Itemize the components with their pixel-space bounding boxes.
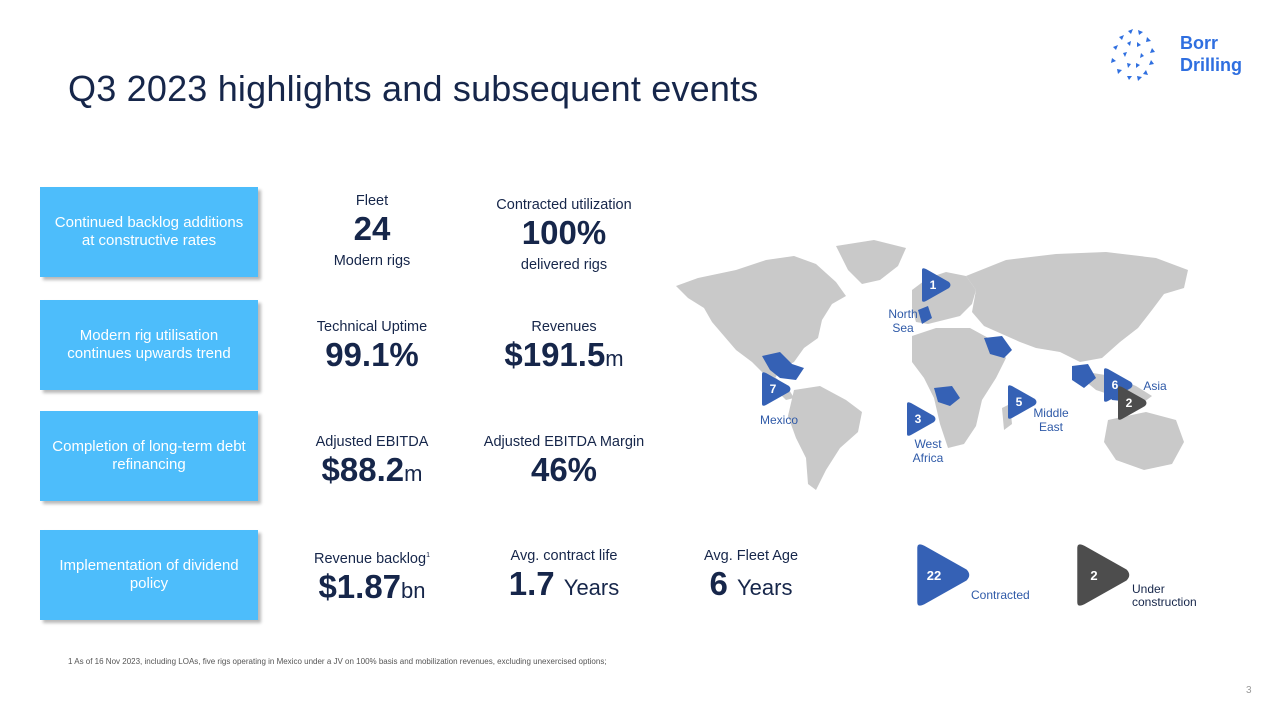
marker-asia-under-construction bbox=[1118, 386, 1147, 420]
highlight-refinancing: Completion of long-term debt refinancing bbox=[40, 411, 258, 501]
metric-ebitda-margin: Adjusted EBITDA Margin 46% bbox=[483, 434, 645, 488]
metric-uptime: Technical Uptime 99.1% bbox=[316, 319, 428, 373]
metric-backlog: Revenue backlog1 $1.87bn bbox=[314, 550, 430, 605]
marker-west-africa bbox=[907, 402, 936, 436]
page-number: 3 bbox=[1246, 685, 1252, 696]
metric-revenues: Revenues $191.5m bbox=[504, 319, 624, 373]
highlight-utilisation: Modern rig utilisation continues upwards… bbox=[40, 300, 258, 390]
legend-under-construction-label: Under construction bbox=[1132, 582, 1197, 609]
marker-north-sea bbox=[922, 268, 951, 302]
legend-contracted-marker bbox=[917, 544, 970, 606]
metric-ebitda: Adjusted EBITDA $88.2m bbox=[315, 434, 429, 488]
marker-mexico-count: 7 bbox=[769, 382, 777, 396]
marker-middle-east-count: 5 bbox=[1015, 395, 1023, 409]
highlight-backlog: Continued backlog additions at construct… bbox=[40, 187, 258, 277]
footnote: 1 As of 16 Nov 2023, including LOAs, fiv… bbox=[68, 657, 607, 666]
region-north-sea: North Sea bbox=[888, 307, 918, 335]
marker-asia-count: 6 bbox=[1111, 378, 1119, 392]
marker-asia bbox=[1104, 368, 1133, 402]
marker-north-sea-count: 1 bbox=[929, 278, 937, 292]
borr-drilling-logo bbox=[1111, 29, 1155, 81]
region-mexico: Mexico bbox=[759, 413, 798, 427]
world-map bbox=[676, 240, 1188, 490]
metric-fleet: Fleet 24 Modern rigs bbox=[333, 193, 411, 269]
marker-middle-east bbox=[1008, 385, 1037, 419]
legend-under-construction-count: 2 bbox=[1090, 567, 1098, 583]
page-title: Q3 2023 highlights and subsequent events bbox=[68, 68, 759, 109]
marker-west-africa-count: 3 bbox=[914, 412, 922, 426]
legend-contracted-count: 22 bbox=[926, 567, 942, 583]
region-asia: Asia bbox=[1143, 379, 1167, 393]
marker-mexico bbox=[762, 372, 791, 406]
highlight-dividend: Implementation of dividend policy bbox=[40, 530, 258, 620]
region-west-africa: West Africa bbox=[912, 437, 944, 465]
metric-fleet-age: Avg. Fleet Age 6 Years bbox=[703, 548, 799, 602]
metric-contract-life: Avg. contract life 1.7 Years bbox=[508, 548, 620, 602]
metric-utilization: Contracted utilization 100% delivered ri… bbox=[496, 197, 632, 273]
legend-contracted-label: Contracted bbox=[971, 588, 1030, 602]
marker-asia-under-construction-count: 2 bbox=[1125, 396, 1133, 410]
legend-under-construction-marker bbox=[1077, 544, 1130, 606]
brand-name: Borr Drilling bbox=[1180, 33, 1242, 75]
region-middle-east: Middle East bbox=[1033, 406, 1069, 434]
